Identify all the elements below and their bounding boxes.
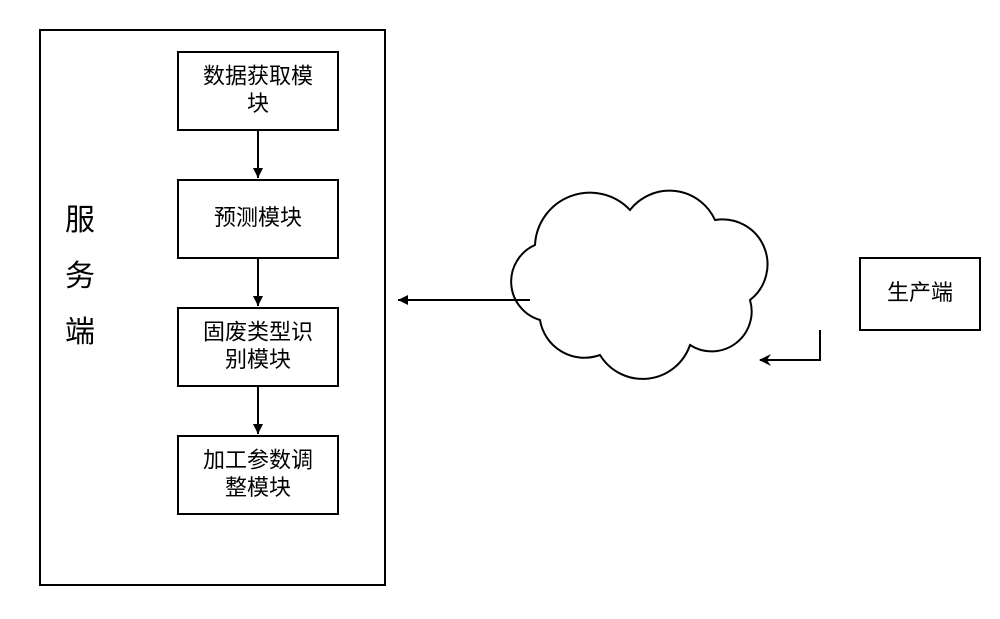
node-n3-label: 固废类型识 <box>203 319 313 344</box>
cloud-icon <box>511 191 767 379</box>
connector-prod-to-cloud <box>760 330 820 360</box>
node-n4-label: 整模块 <box>225 475 291 500</box>
node-n1-label: 数据获取模 <box>203 63 313 88</box>
node-n2-label: 预测模块 <box>214 205 302 230</box>
flowchart-diagram: 服务端 数据获取模块预测模块固废类型识别模块加工参数调整模块 生产端 <box>0 0 1000 619</box>
node-prod-label: 生产端 <box>887 280 953 305</box>
server-panel-label-char: 端 <box>65 316 95 349</box>
node-n3-label: 别模块 <box>225 347 291 372</box>
node-n4-label: 加工参数调 <box>203 447 313 472</box>
server-panel-label-char: 服 <box>65 204 95 237</box>
server-panel-label-char: 务 <box>65 260 95 293</box>
node-n1-label: 块 <box>247 91 269 116</box>
